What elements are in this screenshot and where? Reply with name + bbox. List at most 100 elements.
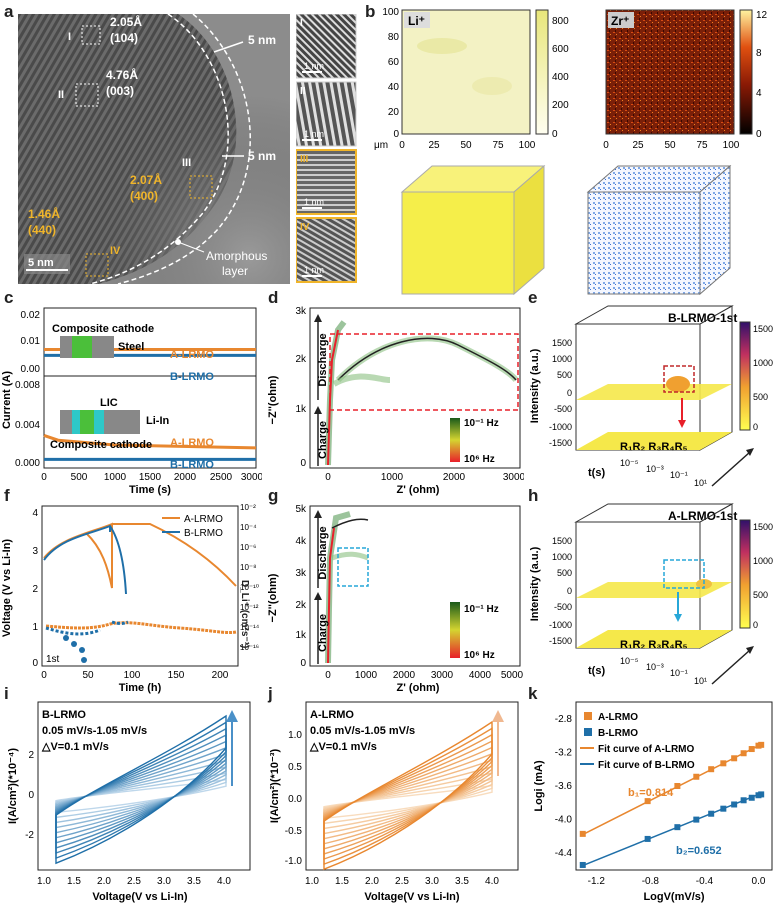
svg-text:3000: 3000 — [431, 670, 454, 681]
svg-text:III: III — [300, 154, 309, 165]
inset-ii: II 1 nm — [296, 81, 357, 147]
e-title: B-LRMO-1st — [668, 311, 737, 325]
svg-text:0: 0 — [567, 586, 572, 596]
k-legend-fit-b: Fit curve of B-LRMO — [598, 760, 695, 771]
svg-text:3: 3 — [32, 546, 38, 557]
e-colorbar — [739, 321, 751, 431]
d-spacing-2: 4.76Å — [106, 67, 138, 82]
svg-text:200: 200 — [552, 100, 569, 111]
k-xlabel: LogV(mV/s) — [643, 891, 704, 903]
d-spacing-4: 1.46Å — [28, 206, 60, 221]
k-point-1-10 — [758, 791, 765, 798]
g-discharge-label: Discharge — [317, 526, 329, 579]
svg-text:10⁻⁴: 10⁻⁴ — [240, 523, 257, 532]
inset-iii: III 1 nm — [296, 149, 357, 215]
svg-text:1000: 1000 — [552, 552, 572, 562]
svg-text:-0.5: -0.5 — [285, 826, 303, 837]
i-cv-loop-8 — [55, 727, 227, 854]
c-xlabel: Time (s) — [129, 484, 171, 496]
c-steel-label: Steel — [118, 341, 144, 353]
zr-3d-cube — [586, 164, 732, 296]
f-yticks: 4 3 2 1 0 — [32, 508, 38, 669]
svg-text:2000: 2000 — [174, 472, 197, 483]
svg-text:500: 500 — [71, 472, 88, 483]
k-yticks: -2.8 -3.2 -3.6 -4.0 -4.4 — [555, 714, 573, 859]
svg-text:10⁻²: 10⁻² — [240, 503, 256, 512]
svg-text:10⁻³: 10⁻³ — [646, 662, 664, 672]
k-b2-label: b₂=0.652 — [676, 845, 722, 857]
k-point-0-5 — [720, 760, 727, 767]
svg-text:0: 0 — [567, 388, 572, 398]
svg-text:1000: 1000 — [753, 556, 773, 566]
svg-text:200: 200 — [212, 670, 229, 681]
chart-h: Intensity (a.u.) A-LRMO-1st R₁R₂ R₃R₄R₅ … — [529, 503, 773, 686]
e-upper-surface — [576, 384, 732, 400]
svg-text:2000: 2000 — [393, 670, 416, 681]
d-discharge-label: Discharge — [317, 333, 329, 386]
svg-text:0: 0 — [399, 140, 405, 151]
g-xticks: 0 1000 2000 3000 4000 5000 — [325, 670, 523, 681]
svg-text:-1500: -1500 — [549, 438, 572, 448]
svg-text:4000: 4000 — [469, 670, 492, 681]
zr-ion-label: Zr⁺ — [611, 14, 629, 28]
svg-text:0.000: 0.000 — [15, 458, 40, 469]
svg-text:5k: 5k — [295, 504, 307, 515]
svg-text:3.5: 3.5 — [187, 876, 201, 887]
c-cathode-layer — [72, 336, 92, 358]
hkl-3: (400) — [130, 189, 158, 203]
svg-text:500: 500 — [753, 392, 768, 402]
c-liin-label: Li-In — [146, 415, 169, 427]
svg-text:4: 4 — [756, 88, 762, 99]
svg-text:0: 0 — [393, 129, 399, 140]
e-3d-box — [574, 305, 734, 451]
svg-text:0: 0 — [41, 670, 47, 681]
svg-text:0: 0 — [41, 472, 47, 483]
svg-text:1500: 1500 — [753, 522, 773, 532]
k-xtick-1: -0.8 — [642, 876, 660, 887]
svg-text:500: 500 — [557, 568, 572, 578]
h-xlabel: t(s) — [588, 665, 605, 677]
inset-iv: IV 1 nm — [296, 217, 357, 283]
svg-text:3k: 3k — [295, 568, 307, 579]
j-cv-loop-2 — [323, 772, 493, 830]
c-bottom-inset-label: Composite cathode — [50, 439, 152, 451]
svg-text:1 nm: 1 nm — [304, 129, 324, 139]
svg-text:400: 400 — [552, 72, 569, 83]
svg-text:0.01: 0.01 — [21, 336, 41, 347]
svg-text:0: 0 — [753, 620, 758, 630]
svg-text:0: 0 — [603, 140, 609, 151]
k-point-1-6 — [731, 801, 738, 808]
g-xlabel: Z' (ohm) — [397, 682, 440, 694]
svg-text:10⁻⁶: 10⁻⁶ — [240, 543, 256, 552]
g-frequency-colorbar — [450, 602, 460, 658]
svg-text:12: 12 — [756, 10, 768, 21]
k-point-1-3 — [693, 816, 700, 823]
k-point-0-7 — [740, 750, 747, 757]
e-peaks-label: R₁R₂ R₃R₄R₅ — [620, 441, 688, 453]
svg-text:1k: 1k — [295, 630, 307, 641]
svg-text:-1500: -1500 — [549, 636, 572, 646]
j-xlabel: Voltage(V vs Li-In) — [364, 891, 459, 903]
j-cv-loop-3 — [323, 765, 493, 835]
li-colorbar — [535, 9, 549, 135]
f-xlabel: Time (h) — [119, 682, 162, 694]
li-map — [401, 9, 531, 135]
g-charge-label: Charge — [317, 614, 329, 652]
li-ion-tag — [404, 12, 430, 28]
d-yticks: 3k 2k 1k 0 — [295, 306, 307, 469]
panel-letter-k: k — [528, 684, 538, 703]
e-colorbar-ticks: 1500 1000 500 0 — [753, 324, 773, 432]
svg-text:2.0: 2.0 — [97, 876, 111, 887]
g-ylabel: −Z''(ohm) — [268, 573, 279, 622]
f-ylabel: Voltage (V vs Li-In) — [1, 539, 13, 638]
svg-text:150: 150 — [168, 670, 185, 681]
svg-text:0: 0 — [756, 129, 762, 140]
f-cycle-label: 1st — [46, 654, 60, 665]
svg-text:1: 1 — [32, 622, 38, 633]
svg-text:10⁻¹⁶: 10⁻¹⁶ — [240, 643, 259, 652]
j-cv-curves — [323, 720, 493, 871]
svg-text:II: II — [300, 86, 306, 97]
svg-text:-1000: -1000 — [549, 620, 572, 630]
svg-text:10¹: 10¹ — [694, 676, 707, 686]
k-legend-b: B-LRMO — [598, 728, 638, 739]
